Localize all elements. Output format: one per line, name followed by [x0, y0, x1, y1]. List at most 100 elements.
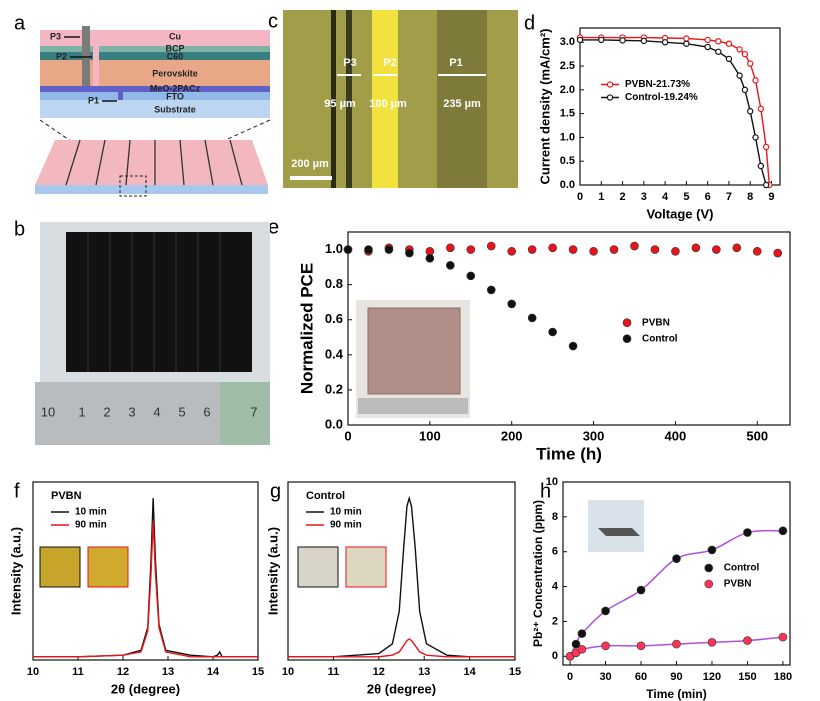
x-tick-label: 11 — [328, 666, 340, 678]
data-point — [548, 327, 557, 337]
layer-label: Substrate — [154, 104, 196, 114]
x-tick-label: 10 — [27, 666, 39, 678]
y-tick-label: 2 — [552, 615, 558, 627]
x-tick-label: 30 — [599, 671, 611, 683]
series-line — [580, 36, 771, 186]
x-tick-label: 8 — [747, 191, 753, 203]
data-point — [741, 50, 749, 58]
data-point — [757, 162, 765, 170]
scribe-label: P2 — [56, 51, 67, 61]
x-axis-label: Time (h) — [536, 444, 602, 463]
series-line — [288, 638, 515, 658]
data-point — [661, 39, 669, 46]
layer-cu — [40, 30, 270, 46]
data-point — [747, 60, 754, 67]
y-axis-label: Intensity (a.u.) — [265, 527, 280, 615]
module-scribes — [65, 139, 243, 186]
scale-bar — [290, 176, 332, 180]
layer-perovskite — [40, 60, 270, 86]
module-lines — [87, 232, 221, 372]
x-tick-label: 9 — [768, 191, 774, 203]
module-substrate — [35, 185, 268, 194]
data-point — [712, 245, 721, 254]
x-tick-label: 13 — [162, 666, 174, 678]
layer-label: MeO-2PACz — [150, 83, 201, 93]
data-point — [704, 36, 711, 44]
data-point — [672, 554, 681, 563]
data-point — [619, 37, 626, 44]
data-point — [527, 313, 537, 323]
x-tick-label: 10 — [282, 666, 294, 678]
legend-marker — [622, 334, 632, 344]
y-tick-label: 1.0 — [560, 131, 575, 143]
x-tick-label: 13 — [418, 666, 430, 678]
data-point — [704, 43, 711, 51]
x-axis-label: 2θ (degree) — [111, 681, 180, 696]
legend-label: PVBN — [724, 579, 752, 590]
y-tick-label: 10 — [546, 476, 558, 488]
y-tick-label: 6 — [552, 546, 558, 558]
series-line — [580, 39, 767, 186]
inset-films-g — [297, 546, 387, 588]
data-point — [757, 105, 765, 113]
x-tick-label: 400 — [665, 428, 687, 443]
panel-label: a — [14, 12, 26, 34]
data-point — [486, 285, 496, 295]
data-point — [762, 181, 770, 189]
x-axis-label: 2θ (degree) — [367, 681, 436, 696]
x-tick-label: 14 — [207, 666, 220, 678]
layer-c60 — [40, 52, 270, 60]
data-point — [598, 36, 605, 44]
data-point — [446, 243, 455, 253]
legend-label: Control — [642, 333, 678, 344]
y-tick-label: 0.0 — [560, 179, 575, 191]
ruler-label: 1 — [78, 404, 85, 419]
data-point — [707, 545, 717, 555]
layer-label: Perovskite — [152, 68, 198, 78]
inset-module — [367, 307, 461, 395]
panel-label: b — [14, 218, 25, 240]
x-axis-label: Time (min) — [646, 687, 706, 701]
scribe-line — [346, 10, 352, 188]
ruler-label: 6 — [203, 404, 210, 419]
legend-title: PVBN — [51, 490, 82, 502]
scribe-line — [331, 10, 336, 188]
data-point — [527, 245, 537, 254]
scale-bar-label: 200 µm — [291, 158, 329, 170]
data-point — [650, 245, 660, 254]
data-point — [741, 86, 749, 94]
data-point — [405, 248, 414, 258]
beaker — [588, 500, 644, 552]
plot-frame — [32, 481, 259, 661]
data-point — [747, 108, 754, 115]
y-axis-label: Normalized PCE — [297, 263, 316, 394]
data-point — [683, 40, 690, 47]
data-point — [571, 639, 581, 649]
series-line — [33, 520, 258, 658]
legend-label: 10 min — [330, 507, 362, 518]
legend-marker — [606, 81, 614, 88]
layer-substrate — [40, 100, 270, 118]
legend-label: 90 min — [330, 520, 362, 531]
inset-beaker — [588, 500, 644, 552]
data-point — [343, 245, 353, 254]
data-point — [601, 641, 610, 651]
y-tick-label: 0.8 — [325, 276, 343, 291]
data-point — [507, 247, 517, 256]
x-tick-label: 14 — [463, 666, 476, 678]
layer-label: Cu — [169, 31, 181, 41]
panel-label: c — [268, 10, 278, 32]
scribe-p3 — [82, 26, 90, 86]
panel-label: g — [270, 480, 281, 502]
y-tick-label: 0.6 — [325, 311, 343, 326]
data-point — [672, 639, 681, 649]
film — [87, 546, 129, 588]
data-point — [577, 645, 587, 654]
data-point — [640, 37, 648, 45]
x-tick-label: 11 — [72, 666, 84, 678]
data-point — [384, 245, 394, 254]
y-tick-label: 0.4 — [325, 346, 344, 361]
data-point — [636, 641, 646, 651]
layer-sam — [40, 86, 270, 92]
data-point — [576, 36, 584, 44]
